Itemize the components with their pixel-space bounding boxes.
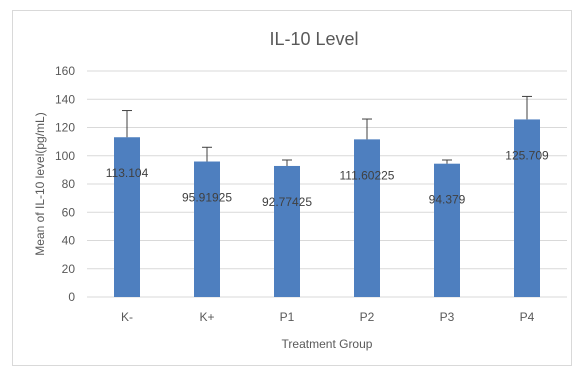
y-axis-label: Mean of IL-10 level(pg/mL) bbox=[33, 112, 47, 255]
x-tick-label-P2: P2 bbox=[360, 310, 375, 324]
y-tick-label: 80 bbox=[62, 177, 76, 191]
data-label-P3: 94.379 bbox=[429, 193, 466, 207]
data-label-P4: 125.709 bbox=[505, 148, 549, 162]
data-label-P1: 92.77425 bbox=[262, 195, 312, 209]
data-labels: 113.104 95.91925 92.77425 111.60225 94.379 12… bbox=[106, 148, 549, 209]
y-tick-label: 0 bbox=[68, 290, 75, 304]
y-tick-label: 60 bbox=[62, 205, 76, 219]
x-axis-label: Treatment Group bbox=[282, 337, 373, 351]
x-tick-label-P4: P4 bbox=[520, 310, 535, 324]
y-tick-label: 160 bbox=[55, 64, 75, 78]
y-tick-label: 20 bbox=[62, 262, 76, 276]
gridlines bbox=[87, 70, 567, 298]
y-tick-label: 100 bbox=[55, 149, 75, 163]
x-tick-label-K+: K+ bbox=[199, 310, 214, 324]
x-tick-label-P3: P3 bbox=[440, 310, 455, 324]
bar-K+ bbox=[194, 161, 220, 297]
data-label-P2: 111.60225 bbox=[340, 168, 395, 182]
bars bbox=[114, 119, 540, 297]
y-tick-label: 140 bbox=[55, 92, 75, 106]
data-label-K+: 95.91925 bbox=[182, 191, 232, 205]
x-axis-ticks: K- K+ P1 P2 P3 P4 bbox=[121, 310, 535, 324]
y-tick-label: 40 bbox=[62, 234, 76, 248]
bar-P1 bbox=[274, 165, 300, 297]
data-label-K-: 113.104 bbox=[106, 166, 149, 180]
y-tick-label: 120 bbox=[55, 121, 75, 135]
bar-P4 bbox=[514, 119, 540, 297]
y-axis-ticks: 0 20 40 60 80 100 120 140 160 bbox=[55, 64, 75, 304]
x-tick-label-K-: K- bbox=[121, 310, 133, 324]
error-bars bbox=[122, 95, 532, 166]
bar-K- bbox=[114, 137, 140, 297]
bar-P2 bbox=[354, 139, 380, 297]
bar-P3 bbox=[434, 163, 460, 297]
x-tick-label-P1: P1 bbox=[280, 310, 295, 324]
chart-title: IL-10 Level bbox=[269, 29, 358, 49]
